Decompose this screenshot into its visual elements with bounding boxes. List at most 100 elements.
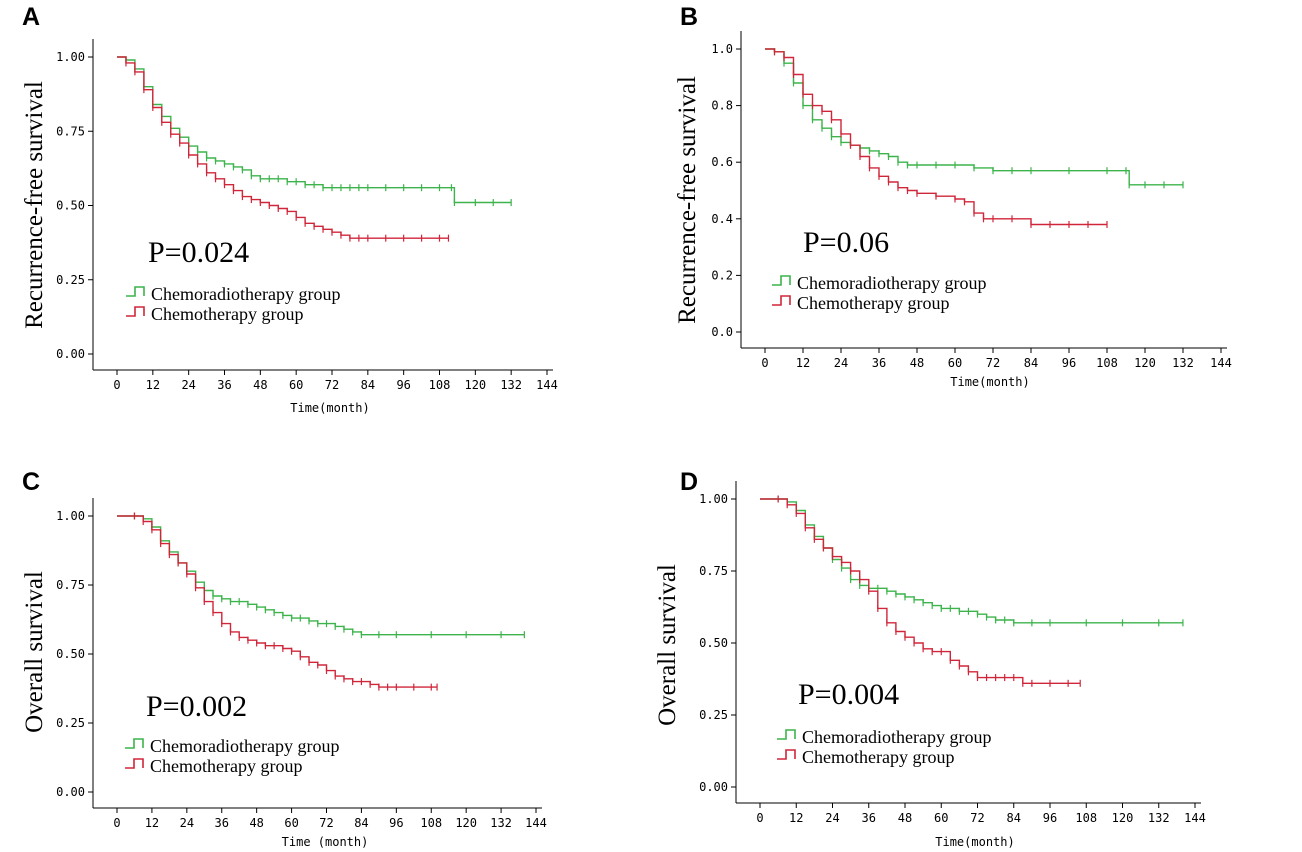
panel-label: D (680, 468, 698, 496)
panel-label: C (22, 468, 40, 496)
x-tick-label: 108 (429, 378, 451, 392)
y-tick-label: 0.50 (56, 199, 85, 213)
x-tick-label: 84 (1024, 356, 1038, 370)
legend-swatch (777, 729, 796, 740)
x-tick-label: 36 (215, 816, 229, 830)
y-tick-label: 1.00 (699, 492, 728, 506)
legend-swatch (126, 306, 145, 317)
x-axis-title: Time(month) (950, 375, 1029, 389)
x-tick-label: 0 (113, 816, 120, 830)
x-tick-label: 12 (789, 811, 803, 825)
legend-label: Chemoradiotherapy group (802, 727, 991, 747)
x-tick-label: 48 (910, 356, 924, 370)
x-tick-label: 96 (396, 378, 410, 392)
y-tick-label: 0.0 (711, 325, 733, 339)
x-tick-label: 24 (180, 816, 194, 830)
x-tick-label: 0 (113, 378, 120, 392)
x-tick-label: 60 (284, 816, 298, 830)
x-tick-label: 36 (872, 356, 886, 370)
x-tick-label: 60 (948, 356, 962, 370)
y-tick-label: 0.00 (699, 780, 728, 794)
y-tick-label: 0.25 (699, 708, 728, 722)
x-tick-label: 12 (796, 356, 810, 370)
x-tick-label: 60 (934, 811, 948, 825)
x-tick-label: 120 (455, 816, 477, 830)
x-tick-label: 96 (1043, 811, 1057, 825)
legend-swatch (125, 758, 144, 769)
legend-swatch (772, 275, 791, 286)
legend-label: Chemotherapy group (797, 293, 949, 313)
y-axis-title: Overall survival (654, 564, 681, 726)
x-tick-label: 24 (181, 378, 195, 392)
x-axis-title: Time(month) (290, 401, 369, 415)
x-tick-label: 0 (761, 356, 768, 370)
x-tick-label: 36 (217, 378, 231, 392)
y-tick-label: 0.4 (711, 212, 733, 226)
panel-C: C Overall survival 0.00 0.25 0.50 0.75 1.00 0 12… (21, 468, 547, 849)
x-tick-label: 108 (1075, 811, 1097, 825)
panel-label: A (22, 3, 40, 31)
x-tick-label: 144 (536, 378, 558, 392)
x-tick-label: 0 (756, 811, 763, 825)
panel-D: D Overall survival 0.00 0.25 0.50 0.75 1.00 0 12… (654, 468, 1206, 849)
x-tick-label: 108 (420, 816, 442, 830)
x-tick-label: 84 (361, 378, 375, 392)
x-tick-label: 144 (525, 816, 547, 830)
panel-B: B Recurrence-free survival 0.0 0.2 0.4 0.6 0.8… (674, 3, 1232, 389)
y-tick-label: 0.75 (56, 124, 85, 138)
x-tick-label: 144 (1184, 811, 1206, 825)
x-tick-label: 12 (145, 816, 159, 830)
legend-swatch (126, 286, 145, 297)
y-tick-label: 0.25 (56, 273, 85, 287)
x-tick-label: 24 (825, 811, 839, 825)
x-tick-label: 96 (1062, 356, 1076, 370)
x-tick-label: 132 (1172, 356, 1194, 370)
x-tick-label: 84 (1007, 811, 1021, 825)
legend-label: Chemotherapy group (150, 756, 302, 776)
x-tick-label: 120 (1134, 356, 1156, 370)
x-axis-title: Time (month) (282, 835, 369, 849)
p-value-annotation: P=0.002 (146, 690, 247, 723)
y-tick-label: 1.00 (56, 50, 85, 64)
x-tick-label: 84 (354, 816, 368, 830)
x-tick-label: 12 (146, 378, 160, 392)
y-tick-label: 1.00 (56, 509, 85, 523)
y-axis-title: Overall survival (21, 571, 48, 733)
p-value-annotation: P=0.024 (148, 236, 249, 269)
y-tick-label: 0.25 (56, 716, 85, 730)
panel-A: A Recurrence-free survival 0.00 0.25 0.50 0.7… (21, 3, 558, 415)
x-tick-label: 24 (834, 356, 848, 370)
x-tick-label: 132 (490, 816, 512, 830)
y-tick-label: 0.2 (711, 268, 733, 282)
y-tick-label: 0.50 (56, 647, 85, 661)
x-tick-label: 72 (970, 811, 984, 825)
x-tick-label: 60 (289, 378, 303, 392)
legend-swatch (777, 749, 796, 760)
x-tick-label: 48 (253, 378, 267, 392)
y-axis-title: Recurrence-free survival (674, 76, 701, 324)
x-tick-label: 144 (1210, 356, 1232, 370)
x-tick-label: 132 (1148, 811, 1170, 825)
x-tick-label: 120 (1112, 811, 1134, 825)
y-tick-label: 0.6 (711, 155, 733, 169)
x-axis-title: Time(month) (935, 835, 1014, 849)
legend-label: Chemotherapy group (151, 304, 303, 324)
x-tick-label: 120 (464, 378, 486, 392)
x-tick-label: 72 (319, 816, 333, 830)
y-axis-title: Recurrence-free survival (21, 81, 48, 329)
y-tick-label: 0.50 (699, 636, 728, 650)
x-tick-label: 132 (500, 378, 522, 392)
y-tick-label: 0.00 (56, 347, 85, 361)
y-tick-label: 1.0 (711, 42, 733, 56)
y-tick-label: 0.8 (711, 99, 733, 113)
x-tick-label: 36 (862, 811, 876, 825)
p-value-annotation: P=0.06 (803, 226, 889, 259)
legend-label: Chemotherapy group (802, 747, 954, 767)
panel-label: B (680, 3, 698, 31)
legend-label: Chemoradiotherapy group (797, 273, 986, 293)
x-tick-label: 72 (986, 356, 1000, 370)
legend-label: Chemoradiotherapy group (150, 736, 339, 756)
legend-swatch (125, 738, 144, 749)
y-tick-label: 0.75 (699, 564, 728, 578)
